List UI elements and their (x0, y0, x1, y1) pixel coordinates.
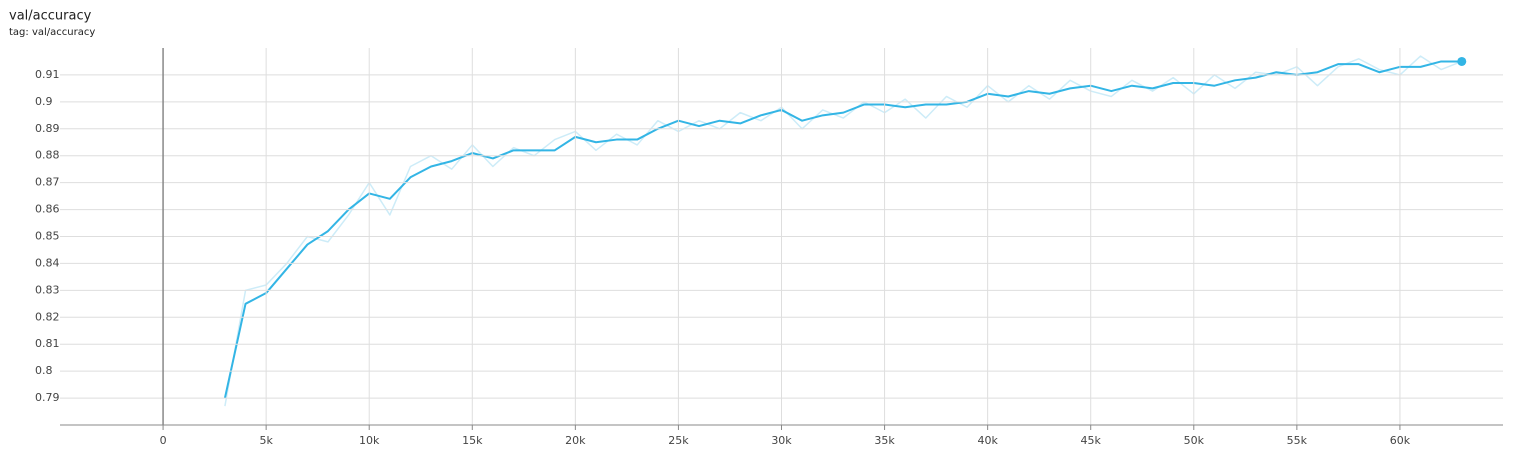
smoothed-line (223, 60, 1462, 399)
x-tick-label: 20k (565, 434, 586, 447)
x-tick-label: 5k (259, 434, 273, 447)
x-tick-label: 30k (771, 434, 792, 447)
y-tick-label: 0.82 (35, 310, 60, 323)
chart-subtitle: tag: val/accuracy (9, 27, 95, 38)
x-tick-label: 10k (359, 434, 380, 447)
y-tick-label: 0.91 (35, 68, 60, 81)
y-tick-label: 0.87 (35, 176, 60, 189)
y-tick-label: 0.8 (35, 364, 53, 377)
x-tick-label: 50k (1184, 434, 1205, 447)
x-tick-label: 60k (1390, 434, 1411, 447)
y-tick-label: 0.88 (35, 149, 60, 162)
y-tick-label: 0.79 (35, 391, 60, 404)
y-tick-label: 0.83 (35, 283, 60, 296)
x-tick-label: 45k (1081, 434, 1102, 447)
x-tick-label: 15k (462, 434, 483, 447)
raw-line (224, 55, 1463, 407)
y-tick-label: 0.81 (35, 337, 60, 350)
chart-title: val/accuracy (9, 9, 92, 24)
x-tick-label: 55k (1287, 434, 1308, 447)
plot-area (223, 55, 1463, 407)
x-tick-label: 35k (874, 434, 895, 447)
x-tick-label: 25k (668, 434, 689, 447)
y-tick-label: 0.89 (35, 122, 60, 135)
y-tick-label: 0.86 (35, 203, 60, 216)
x-tick-label: 0 (160, 434, 167, 447)
y-tick-label: 0.84 (35, 256, 60, 269)
y-tick-label: 0.85 (35, 230, 60, 243)
x-tick-label: 40k (977, 434, 998, 447)
end-point (1457, 56, 1467, 66)
y-tick-label: 0.9 (35, 95, 53, 108)
